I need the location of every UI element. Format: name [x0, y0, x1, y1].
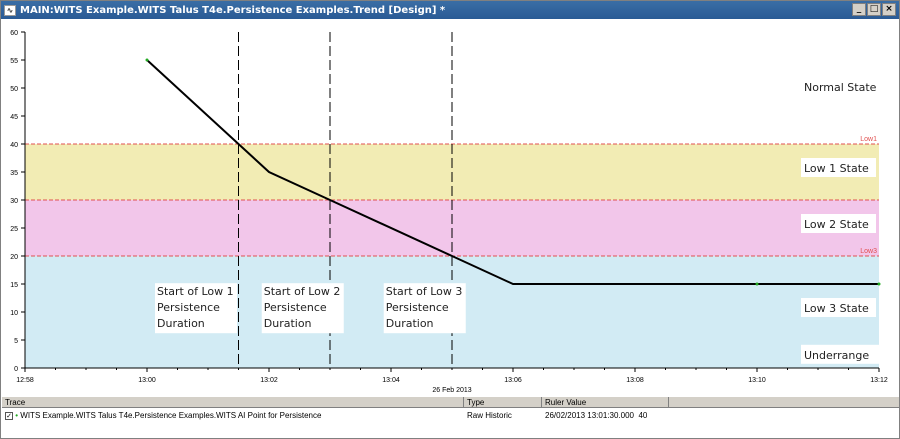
trend-line [146, 59, 879, 285]
annotation-text: Duration [264, 317, 312, 330]
header-type[interactable]: Type [464, 397, 542, 407]
y-tick-label: 25 [10, 226, 18, 233]
x-tick-label: 13:08 [626, 377, 644, 384]
band-label: Low 1 State [804, 162, 869, 175]
data-marker [145, 58, 149, 62]
band-label-box [801, 158, 876, 177]
annotation-text: Start of Low 2 [264, 285, 341, 298]
y-tick-label: 0 [14, 366, 18, 373]
trace-checkbox[interactable]: ✓ [5, 411, 13, 420]
y-tick-label: 40 [10, 142, 18, 149]
header-trace[interactable]: Trace [2, 397, 464, 407]
annotation-text: Persistence [386, 301, 449, 314]
y-tick-label: 20 [10, 254, 18, 261]
y-tick-label: 45 [10, 114, 18, 121]
trace-row[interactable]: ✓ • WITS Example.WITS Talus T4e.Persiste… [2, 410, 899, 422]
annotation-box [261, 283, 344, 334]
x-tick-label: 13:06 [504, 377, 522, 384]
annotation-text: Duration [386, 317, 434, 330]
y-tick-label: 15 [10, 282, 18, 289]
band-label: Low 3 State [804, 302, 869, 315]
state-label-box [801, 77, 879, 96]
maximize-button[interactable]: □ [867, 3, 881, 16]
y-tick-label: 35 [10, 170, 18, 177]
annotation-text: Start of Low 1 [157, 285, 234, 298]
band-label: Low 2 State [804, 218, 869, 231]
close-button[interactable]: × [882, 3, 896, 16]
y-tick-label: 10 [10, 310, 18, 317]
trace-name: WITS Example.WITS Talus T4e.Persistence … [20, 411, 322, 420]
x-tick-label: 13:02 [260, 377, 278, 384]
y-tick-label: 30 [10, 198, 18, 205]
annotation-box [155, 283, 237, 334]
y-tick-label: 55 [10, 58, 18, 65]
header-ruler-value[interactable]: Ruler Value [542, 397, 669, 407]
title-bar: ∿ MAIN:WITS Example.WITS Talus T4e.Persi… [1, 1, 899, 19]
x-tick-label: 13:10 [748, 377, 766, 384]
ruler-time: 26/02/2013 13:01:30.000 [545, 411, 634, 420]
annotation-text: Persistence [157, 301, 220, 314]
limit-label: Low1 [860, 136, 877, 143]
trace-table: Trace Type Ruler Value ✓ • WITS Example.… [2, 397, 899, 438]
annotation-text: Duration [157, 317, 205, 330]
trend-icon: ∿ [4, 4, 16, 16]
ruler-value: 40 [638, 411, 648, 420]
x-tick-label: 13:00 [138, 377, 156, 384]
y-tick-label: 60 [10, 30, 18, 37]
y-tick-label: 5 [14, 338, 18, 345]
trace-marker-icon: • [15, 411, 19, 420]
window-title: MAIN:WITS Example.WITS Talus T4e.Persist… [20, 4, 446, 16]
annotation-box [383, 283, 466, 334]
state-label: Underrange [804, 349, 869, 362]
band-label-box [801, 298, 876, 317]
x-tick-label: 13:04 [382, 377, 400, 384]
data-marker [755, 282, 759, 286]
x-axis-label: 26 Feb 2013 [432, 387, 471, 394]
x-tick-label: 13:12 [870, 377, 888, 384]
annotation-text: Persistence [264, 301, 327, 314]
limit-label: Low3 [860, 248, 877, 255]
state-label: Normal State [804, 81, 877, 94]
trend-chart[interactable]: Low1 Low3 0 5 10 15 20 25 30 35 40 45 50 55 60 12:58 13:… [1, 19, 899, 397]
y-tick-label: 50 [10, 86, 18, 93]
state-label-box [801, 344, 879, 364]
band-label-box [801, 214, 876, 233]
minimize-button[interactable]: _ [852, 3, 866, 16]
annotation-text: Start of Low 3 [386, 285, 463, 298]
x-tick-label: 12:58 [16, 377, 34, 384]
data-marker [877, 282, 881, 286]
trace-type: Raw Historic [467, 411, 512, 420]
